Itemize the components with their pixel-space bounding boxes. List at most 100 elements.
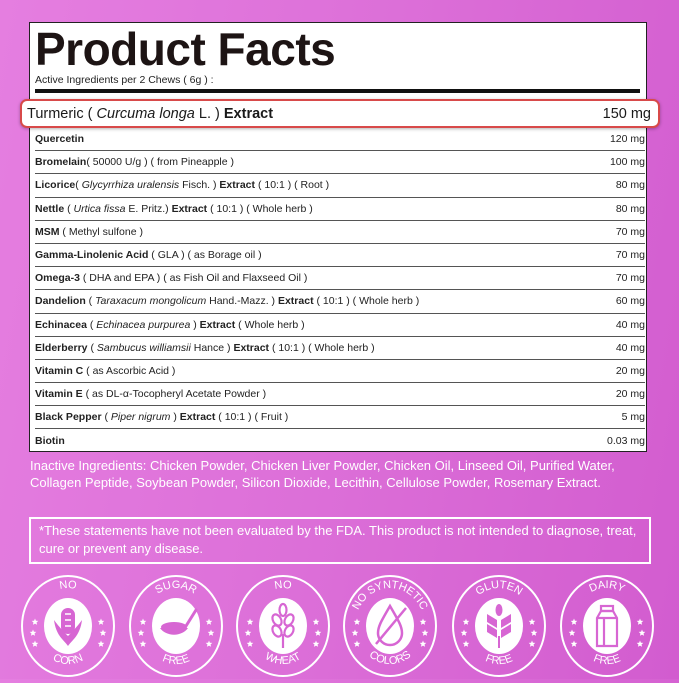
name-part: ( <box>86 318 97 331</box>
star-icon <box>570 640 578 647</box>
badge-wheat-2: NO WHEAT <box>233 574 333 678</box>
name-part: Extract <box>233 341 270 354</box>
svg-text:CORN: CORN <box>51 652 84 668</box>
star-icon <box>97 618 105 625</box>
ingredient-name: Gamma-Linolenic Acid ( GLA ) ( as Borage… <box>35 249 262 261</box>
ingredient-amount: 20 mg <box>615 364 645 377</box>
svg-text:GLUTEN: GLUTEN <box>474 579 525 598</box>
name-part: ( 10:1 ) ( Whole herb ) <box>269 341 375 354</box>
name-part: ( 10:1 ) ( Fruit ) <box>215 411 289 424</box>
name-part: Bromelain <box>35 156 87 169</box>
star-icon <box>462 618 470 625</box>
svg-text:DAIRY: DAIRY <box>587 579 627 595</box>
ingredient-name: Turmeric ( Curcuma longa L. ) Extract <box>27 106 273 122</box>
name-part: ( Methyl sulfone ) <box>59 225 143 238</box>
star-icon <box>636 618 644 625</box>
star-icon <box>99 629 107 636</box>
star-icon <box>421 629 429 636</box>
badge-top-text: SUGAR <box>153 579 198 596</box>
sugar-spoon-icon <box>160 608 198 635</box>
name-part: Omega-3 <box>35 272 80 285</box>
ingredient-amount: 100 mg <box>609 156 645 169</box>
ingredient-amount: 70 mg <box>615 225 645 238</box>
name-part: Echinacea purpurea <box>96 318 191 331</box>
name-part: Extract <box>219 179 256 192</box>
badge-bottom-text: CORN <box>51 652 84 668</box>
name-part: Elderberry <box>35 341 88 354</box>
ingredient-name: Black Pepper ( Piper nigrum ) Extract ( … <box>35 411 288 423</box>
star-icon <box>353 618 361 625</box>
star-icon <box>97 640 105 647</box>
ingredient-amount: 80 mg <box>615 179 645 192</box>
table-row: Gamma-Linolenic Acid ( GLA ) ( as Borage… <box>35 244 645 268</box>
badge-top-text: DAIRY <box>587 579 627 595</box>
ingredient-amount: 150 mg <box>602 105 651 122</box>
badge-top-text: NO <box>274 579 293 592</box>
table-row: Black Pepper ( Piper nigrum ) Extract ( … <box>35 406 645 430</box>
name-part: Extract <box>171 202 208 215</box>
name-part: ( Whole herb ) <box>235 318 305 331</box>
badge-bottom-text: FREE <box>592 652 622 667</box>
svg-text:WHEAT: WHEAT <box>263 650 303 667</box>
ingredient-amount: 40 mg <box>615 341 645 354</box>
name-part: Extract <box>179 411 216 424</box>
name-part: Vitamin C <box>35 364 84 377</box>
ingredient-amount: 0.03 mg <box>607 435 645 448</box>
name-part: ( GLA ) ( as Borage oil ) <box>148 249 262 262</box>
name-part: Hand.-Mazz. ) <box>206 295 278 308</box>
milk-carton-icon <box>595 604 619 648</box>
svg-text:COLORS: COLORS <box>367 649 413 668</box>
badge-free-1: SUGAR FREE <box>126 574 226 678</box>
name-part: MSM <box>35 225 60 238</box>
table-row: Bromelain( 50000 U/g ) ( from Pineapple … <box>35 151 645 175</box>
ingredient-name: MSM ( Methyl sulfone ) <box>35 226 143 238</box>
svg-text:NO: NO <box>274 579 293 592</box>
star-icon <box>312 618 320 625</box>
table-row: Nettle ( Urtica fissa E. Pritz.) Extract… <box>35 198 645 221</box>
product-facts-panel: Product Facts Active Ingredients per 2 C… <box>29 22 647 452</box>
name-part: ) <box>190 318 200 331</box>
badge-bottom-text: FREE <box>484 652 514 667</box>
star-icon <box>528 640 536 647</box>
name-part: ( <box>85 295 96 308</box>
name-part: Nettle <box>35 202 65 215</box>
page-title: Product Facts <box>35 23 336 75</box>
star-icon <box>353 640 361 647</box>
name-part: Curcuma longa <box>96 105 195 122</box>
table-row: Vitamin E ( as DL-α-Tocopheryl Acetate P… <box>35 383 645 407</box>
name-part: L. ) <box>194 105 224 122</box>
name-part: ( <box>75 179 82 192</box>
ingredient-amount: 60 mg <box>615 295 645 308</box>
badge-corn-0: NO CORN <box>18 574 118 678</box>
corn-icon <box>54 608 82 646</box>
name-part: ( <box>87 341 97 354</box>
name-part: Taraxacum mongolicum <box>95 295 207 308</box>
table-row: Quercetin 120 mg <box>35 128 645 152</box>
svg-text:NO: NO <box>59 579 78 592</box>
name-part: Licorice <box>35 179 76 192</box>
name-part: ( as Ascorbic Acid ) <box>83 364 176 377</box>
ingredient-name: Biotin <box>35 435 65 447</box>
svg-text:FREE: FREE <box>161 652 191 667</box>
star-icon <box>31 640 39 647</box>
name-part: Turmeric ( <box>27 105 97 122</box>
name-part: Echinacea <box>35 318 87 331</box>
highlighted-ingredient-row: Turmeric ( Curcuma longa L. ) Extract 15… <box>20 99 660 128</box>
serving-size: Active Ingredients per 2 Chews ( 6g ) : <box>35 74 214 86</box>
name-part: ( <box>64 202 74 215</box>
badge-top-text: GLUTEN <box>474 579 525 598</box>
star-icon <box>139 618 147 625</box>
star-icon <box>636 640 644 647</box>
name-part: ( DHA and EPA ) ( as Fish Oil and Flaxse… <box>79 272 308 285</box>
table-row: Licorice( Glycyrrhiza uralensis Fisch. )… <box>35 174 645 198</box>
name-part: Piper nigrum <box>110 411 171 424</box>
star-icon <box>314 629 322 636</box>
ingredient-name: Omega-3 ( DHA and EPA ) ( as Fish Oil an… <box>35 272 307 284</box>
badge-free-4: GLUTEN FREE <box>449 574 549 678</box>
name-part: Black Pepper <box>35 411 102 424</box>
name-part: Sambucus williamsii <box>96 341 191 354</box>
badge-bottom-text: WHEAT <box>263 650 303 667</box>
ingredient-name: Licorice( Glycyrrhiza uralensis Fisch. )… <box>35 179 329 191</box>
ingredient-amount: 80 mg <box>615 202 645 215</box>
name-part: ( 10:1 ) ( Whole herb ) <box>207 202 313 215</box>
